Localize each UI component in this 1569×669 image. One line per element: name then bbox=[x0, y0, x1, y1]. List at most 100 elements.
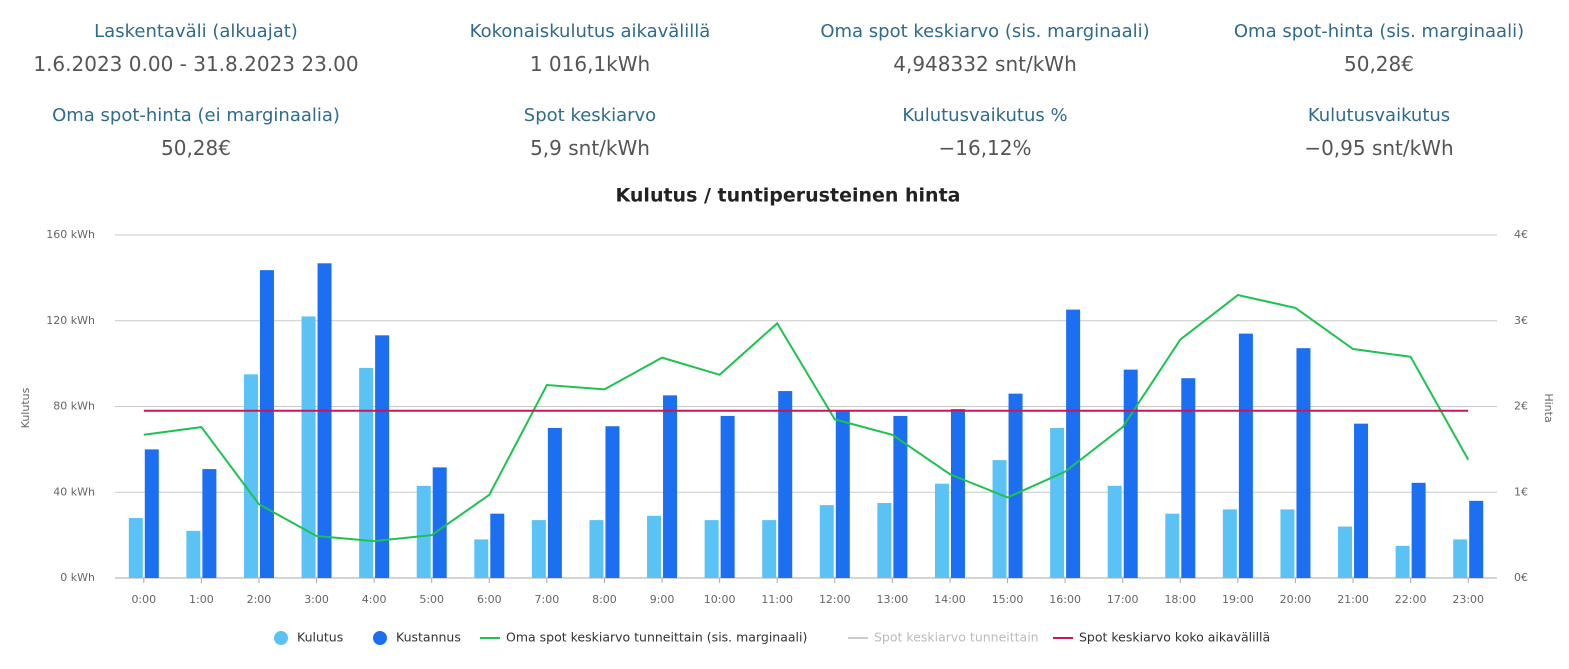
legend-swatch bbox=[373, 631, 387, 645]
x-tick-label: 11:00 bbox=[761, 593, 793, 606]
stat-value: 50,28€ bbox=[161, 136, 231, 160]
legend-label: Spot keskiarvo koko aikavälillä bbox=[1079, 630, 1270, 645]
y-tick-label: 160 kWh bbox=[46, 228, 95, 241]
bar bbox=[490, 513, 505, 578]
legend-label: Kulutus bbox=[297, 630, 343, 645]
x-tick-label: 18:00 bbox=[1164, 593, 1196, 606]
x-tick-label: 13:00 bbox=[877, 593, 909, 606]
x-tick-label: 9:00 bbox=[650, 593, 675, 606]
y-tick-label: 40 kWh bbox=[53, 485, 95, 498]
bar bbox=[547, 427, 562, 578]
bar bbox=[1222, 509, 1237, 578]
bar bbox=[1165, 513, 1180, 578]
y-axis-label: Kulutus bbox=[19, 387, 32, 428]
bar bbox=[317, 263, 332, 578]
bar bbox=[992, 460, 1007, 578]
stat: Kokonaiskulutus aikavälillä 1 016,1kWh bbox=[393, 16, 787, 80]
bar bbox=[375, 335, 390, 578]
bar bbox=[144, 449, 159, 578]
stat-label: Oma spot-hinta (sis. marginaali) bbox=[1233, 21, 1525, 42]
x-tick-label: 20:00 bbox=[1280, 593, 1312, 606]
stat-label: Oma spot keskiarvo (sis. marginaali) bbox=[820, 21, 1150, 42]
x-tick-label: 19:00 bbox=[1222, 593, 1254, 606]
bar bbox=[1066, 309, 1081, 578]
stat-value: −0,95 snt/kWh bbox=[1304, 136, 1454, 160]
bar bbox=[259, 270, 274, 578]
bar bbox=[647, 515, 662, 578]
bar bbox=[934, 483, 949, 578]
legend-label: Kustannus bbox=[396, 630, 461, 645]
stat: Spot keskiarvo 5,9 snt/kWh bbox=[393, 100, 787, 164]
bar bbox=[1338, 526, 1353, 578]
bar bbox=[432, 467, 447, 578]
x-tick-label: 4:00 bbox=[362, 593, 387, 606]
bar bbox=[762, 520, 777, 578]
bar bbox=[1238, 333, 1253, 578]
y2-tick-label: 0€ bbox=[1514, 571, 1528, 584]
bar bbox=[301, 316, 316, 578]
bar bbox=[704, 520, 719, 578]
bar bbox=[663, 395, 678, 578]
stat: Kulutusvaikutus % −16,12% bbox=[788, 100, 1182, 164]
bar bbox=[778, 391, 793, 578]
x-tick-label: 23:00 bbox=[1452, 593, 1484, 606]
x-tick-label: 14:00 bbox=[934, 593, 966, 606]
x-tick-label: 22:00 bbox=[1395, 593, 1427, 606]
bar bbox=[202, 469, 217, 578]
bar bbox=[1395, 545, 1410, 578]
stat: Oma spot keskiarvo (sis. marginaali) 4,94… bbox=[788, 16, 1182, 80]
bar bbox=[531, 520, 546, 578]
stat-value: 1.6.2023 0.00 - 31.8.2023 23.00 bbox=[33, 52, 359, 76]
x-tick-label: 16:00 bbox=[1049, 593, 1081, 606]
stat: Oma spot-hinta (ei marginaalia) 50,28€ bbox=[0, 100, 393, 164]
bar bbox=[605, 426, 620, 578]
bar bbox=[359, 367, 374, 578]
bar bbox=[1296, 348, 1311, 578]
bar bbox=[1107, 485, 1122, 578]
stat: Oma spot-hinta (sis. marginaali) 50,28€ bbox=[1182, 16, 1569, 80]
chart-title: Kulutus / tuntiperusteinen hinta bbox=[616, 185, 961, 207]
x-tick-label: 2:00 bbox=[247, 593, 272, 606]
bar bbox=[1453, 539, 1468, 578]
stat-value: 5,9 snt/kWh bbox=[530, 136, 650, 160]
y2-tick-label: 3€ bbox=[1514, 314, 1528, 327]
bar bbox=[1181, 378, 1196, 578]
stat-value: −16,12% bbox=[938, 136, 1032, 160]
legend-swatch bbox=[274, 631, 288, 645]
bar bbox=[1008, 393, 1023, 578]
x-tick-label: 12:00 bbox=[819, 593, 851, 606]
bar bbox=[1469, 500, 1484, 578]
bar bbox=[1123, 369, 1138, 578]
x-tick-label: 15:00 bbox=[992, 593, 1024, 606]
bar bbox=[893, 415, 908, 578]
stat-value: 4,948332 snt/kWh bbox=[893, 52, 1077, 76]
x-tick-label: 7:00 bbox=[535, 593, 560, 606]
bar bbox=[128, 517, 143, 578]
legend-label: Spot keskiarvo tunneittain bbox=[874, 630, 1039, 645]
y2-axis-label: Hinta bbox=[1542, 393, 1555, 422]
y2-tick-label: 2€ bbox=[1514, 400, 1528, 413]
x-tick-label: 21:00 bbox=[1337, 593, 1369, 606]
stat-label: Oma spot-hinta (ei marginaalia) bbox=[52, 105, 340, 126]
line bbox=[143, 293, 1470, 543]
x-tick-label: 17:00 bbox=[1107, 593, 1139, 606]
bar bbox=[819, 505, 834, 578]
y2-tick-label: 1€ bbox=[1514, 485, 1528, 498]
bar bbox=[186, 530, 201, 578]
stat-label: Kulutusvaikutus % bbox=[902, 105, 1068, 126]
legend-label: Oma spot keskiarvo tunneittain (sis. mar… bbox=[506, 630, 807, 645]
stat: Kulutusvaikutus −0,95 snt/kWh bbox=[1182, 100, 1569, 164]
stat-label: Kokonaiskulutus aikavälillä bbox=[469, 21, 711, 42]
bar bbox=[835, 410, 850, 578]
stat-label: Laskentaväli (alkuajat) bbox=[94, 21, 298, 42]
bar bbox=[1354, 423, 1369, 578]
x-tick-label: 8:00 bbox=[592, 593, 617, 606]
y-tick-label: 80 kWh bbox=[53, 400, 95, 413]
stat-value: 50,28€ bbox=[1344, 52, 1414, 76]
stat-label: Spot keskiarvo bbox=[523, 105, 657, 126]
bar bbox=[877, 502, 892, 578]
x-tick-label: 0:00 bbox=[131, 593, 156, 606]
bar bbox=[589, 520, 604, 578]
